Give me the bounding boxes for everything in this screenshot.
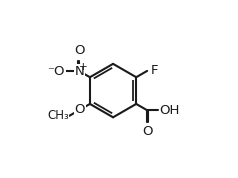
Text: O: O: [142, 125, 153, 138]
Text: O: O: [74, 103, 85, 116]
Text: O: O: [74, 44, 85, 57]
Text: ⁻O: ⁻O: [48, 65, 65, 78]
Text: OH: OH: [159, 104, 180, 117]
Text: F: F: [151, 64, 158, 77]
Text: CH₃: CH₃: [47, 109, 69, 122]
Text: N: N: [74, 65, 84, 78]
Text: +: +: [79, 62, 88, 72]
